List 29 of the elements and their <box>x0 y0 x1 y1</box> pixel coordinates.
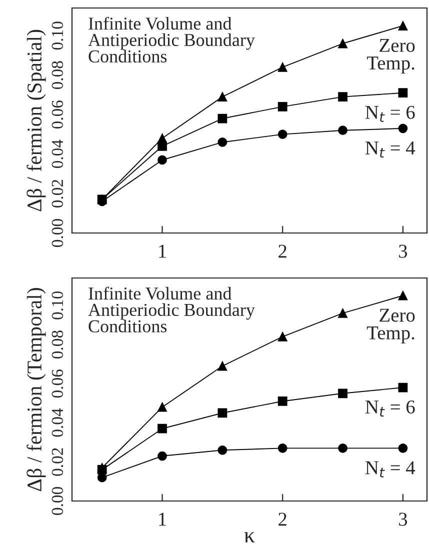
x-tick-label: 2 <box>278 512 286 526</box>
y-tick-label: 0.06 <box>52 100 64 129</box>
x-tick-label: 2 <box>278 244 286 258</box>
x-tick-label: 1 <box>159 244 166 258</box>
y-tick-label: 0.10 <box>52 22 64 50</box>
series-label: Zero Temp. <box>366 308 415 344</box>
y-tick-label: 0.08 <box>52 330 64 358</box>
y-tick-label: 0.02 <box>52 448 64 476</box>
x-tick-label: 1 <box>159 512 166 526</box>
y-tick-label: 0.04 <box>52 408 64 437</box>
series-label: N$_{t}$ = 6 <box>365 106 415 122</box>
y-tick-label: 0.04 <box>52 140 64 168</box>
y-axis-title: Δβ / fermion (Temporal) <box>26 288 46 492</box>
x-tick-label: 3 <box>399 244 408 258</box>
y-tick-label: 0.02 <box>52 180 64 208</box>
series-label: N$_{t}$ = 4 <box>365 142 416 158</box>
x-tick-label: 3 <box>399 512 408 526</box>
series-label: N$_{t}$ = 6 <box>365 400 415 417</box>
series-label: N$_{t}$ = 4 <box>365 461 416 478</box>
y-tick-label: 0.08 <box>52 61 64 90</box>
annotation: Infinite Volume and Antiperiodic Boundary Conditions <box>88 286 255 332</box>
y-tick-label: 0.06 <box>52 370 64 398</box>
annotation: Infinite Volume and Antiperiodic Boundary Conditions <box>88 16 255 63</box>
y-tick-label: 0.10 <box>52 291 64 320</box>
y-tick-label: 0.00 <box>52 219 64 247</box>
y-tick-label: 0.00 <box>52 487 64 515</box>
series-label: Zero Temp. <box>366 39 415 74</box>
y-axis-title: Δβ / fermion (Spatial) <box>26 30 46 212</box>
x-axis-title: κ <box>244 532 255 542</box>
